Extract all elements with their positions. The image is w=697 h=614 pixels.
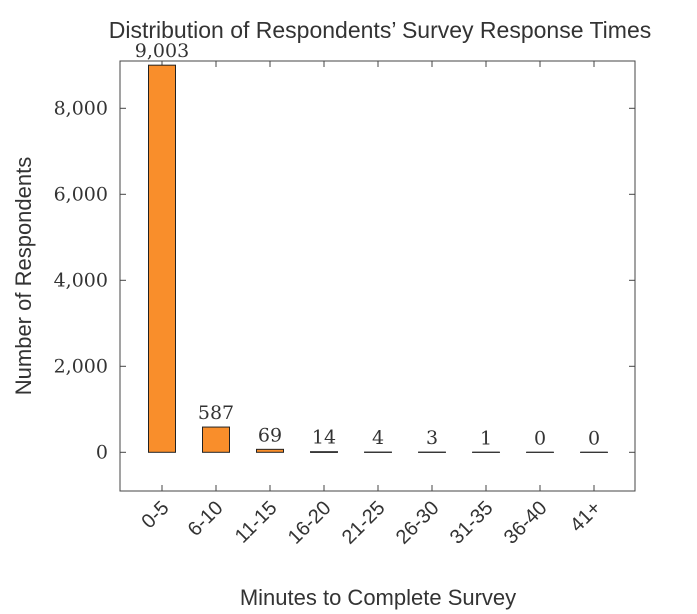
data-label-11-15: 69	[258, 424, 282, 446]
bar-0-5	[148, 64, 176, 453]
x-tick-label: 26-30	[392, 497, 444, 549]
data-label-41+: 0	[588, 427, 600, 449]
x-tick-label: 16-20	[284, 497, 336, 549]
data-label-16-20: 14	[312, 427, 336, 449]
data-label-6-10: 587	[198, 402, 234, 424]
x-tick-label: 11-15	[231, 497, 282, 548]
y-axis-title: Number of Respondents	[11, 157, 36, 395]
data-label-0-5: 9,003	[135, 40, 189, 62]
data-label-31-35: 1	[480, 427, 492, 449]
x-tick-label: 41+	[566, 497, 606, 537]
y-tick-label: 8,000	[54, 97, 108, 119]
y-tick-label: 6,000	[54, 183, 108, 205]
data-label-36-40: 0	[534, 427, 546, 449]
x-tick-label: 36-40	[500, 497, 552, 549]
bar-11-15	[256, 448, 284, 453]
x-tick-label: 0-5	[138, 497, 174, 533]
chart-title: Distribution of Respondents’ Survey Resp…	[109, 17, 651, 43]
data-label-21-25: 4	[372, 427, 384, 449]
y-tick-label: 2,000	[54, 355, 108, 377]
data-label-26-30: 3	[426, 427, 438, 449]
bars	[148, 64, 608, 453]
data-labels: 9,003 587 69 14 4 3 1 0 0	[135, 40, 600, 449]
x-axis: 0-5 6-10 11-15 16-20 21-25 26-30 31-35 36-40 41+	[138, 61, 606, 549]
y-axis: 0 2,000 4,000 6,000 8,000	[54, 97, 635, 463]
x-tick-label: 21-25	[338, 497, 390, 549]
y-tick-label: 0	[96, 441, 108, 463]
bar-6-10	[202, 426, 230, 453]
x-tick-label: 6-10	[184, 497, 228, 541]
y-tick-label: 4,000	[54, 269, 108, 291]
x-tick-label: 31-35	[446, 497, 498, 549]
x-axis-title: Minutes to Complete Survey	[240, 585, 516, 610]
